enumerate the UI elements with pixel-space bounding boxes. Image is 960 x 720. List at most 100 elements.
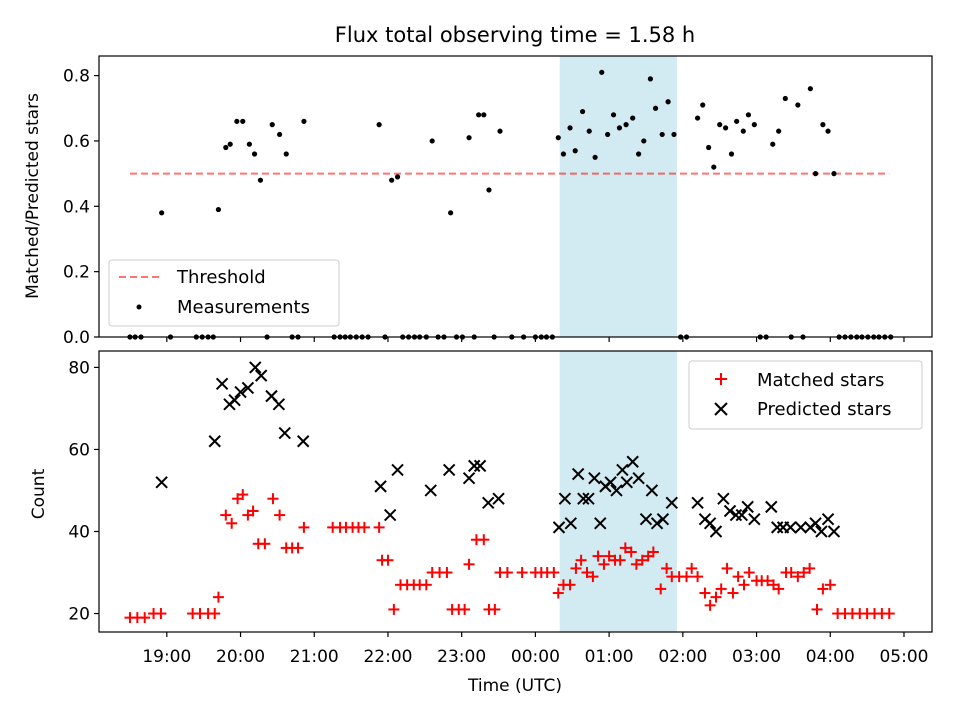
measurement-point [831,171,837,177]
matched-star-point [274,509,286,521]
measurement-point [599,69,605,75]
predicted-star-point [709,525,723,538]
measurement-point [389,177,395,183]
predicted-star-point [717,492,730,505]
predicted-star-mark-b [748,512,761,526]
matched-star-point [715,583,727,595]
measurement-point [246,141,252,147]
predicted-star-point [665,496,678,509]
count-x-tick-label: 19:00 [142,647,191,667]
matched-star-point [382,554,394,566]
predicted-star-point [228,394,241,407]
matched-star-point [773,583,785,595]
predicted-star-point [656,512,670,526]
predicted-star-mark-b [610,484,623,497]
predicted-star-point [827,525,841,538]
predicted-star-point [616,463,629,477]
predicted-star-mark-b [228,394,241,407]
measurement-point [223,144,229,151]
predicted-star-mark-b [632,471,645,485]
matched-star-point [592,550,604,562]
matched-star-point [226,517,238,529]
predicted-star-mark-b [639,512,653,526]
ratio-legend: Threshold Measurements [108,259,340,327]
predicted-star-point [391,463,404,477]
predicted-star-mark-b [215,377,229,391]
measurement-point [820,122,826,128]
measurement-point [429,138,435,144]
measurement-point [251,151,258,157]
predicted-star-mark-b [765,500,778,514]
predicted-star-point [208,435,221,448]
count-x-tick-label: 21:00 [290,647,339,667]
measurement-point [745,112,752,118]
predicted-star-mark-b [272,398,286,411]
legend-predicted-label: Predicted stars [757,399,891,420]
measurement-point [227,141,233,147]
legend-measurements-label: Measurements [177,297,310,318]
predicted-star-mark-b [442,463,456,477]
matched-star-point [598,558,610,570]
measurement-point [257,177,264,183]
predicted-star-point [626,455,639,468]
measurement-point [728,151,735,157]
predicted-star-point [492,492,505,505]
measurement-point [665,99,671,105]
matched-star-point [798,567,810,579]
count-y-tick-label: 60 [68,440,90,460]
predicted-star-point [765,500,778,514]
legend-threshold-label: Threshold [176,267,266,288]
matched-star-point [478,534,490,546]
matched-star-point [811,603,823,615]
predicted-star-mark-b [691,496,704,509]
ratio-axes-frame [98,55,933,338]
matched-star-point [463,558,475,570]
matched-star-point [704,599,716,611]
predicted-star-mark-b [604,476,617,489]
measurement-point [722,125,729,131]
measurement-point [782,95,788,102]
predicted-star-point [462,471,476,485]
predicted-star-mark-b [571,467,585,481]
predicted-star-point [594,517,607,530]
count-axes-frame [98,350,933,633]
measurement-point [770,141,776,147]
matched-star-point [247,505,259,517]
predicted-star-mark-b [577,492,590,505]
matched-star-point [209,608,221,620]
measurement-point [466,135,472,141]
matched-star-point [619,542,631,554]
measurement-point [751,122,757,128]
predicted-star-mark-b [492,492,505,505]
count-y-label: Count [29,468,49,519]
matched-star-point [824,579,836,591]
predicted-star-point [784,521,797,534]
predicted-star-point [770,521,784,534]
predicted-star-point [610,484,623,497]
measurement-point [579,108,586,115]
matched-star-point [259,538,271,550]
matched-star-point [564,579,576,591]
predicted-star-mark-b [770,521,784,534]
predicted-star-mark-b [208,435,221,448]
predicted-star-mark-b [249,361,262,374]
ratio-y-tick-label: 0.8 [63,67,90,87]
measurement-point [740,128,746,134]
count-panel: 20 40 60 80 19:00 20:00 21:00 22:00 23:00 00:00 0… [29,350,933,696]
matched-star-point [738,579,750,591]
count-x-tick-label: 04:00 [806,647,855,667]
predicted-star-point [741,500,754,514]
matched-star-point [587,571,599,583]
matched-star-point [762,575,774,587]
measurement-point [825,128,831,134]
count-x-label: Time (UTC) [467,676,562,696]
predicted-star-point [234,385,247,399]
matched-star-point [743,567,755,579]
measurement-point [555,135,561,141]
measurement-point [700,102,706,108]
matched-star-point [603,550,615,562]
ratio-shaded-span [559,56,677,337]
ratio-y-tick-label: 0.6 [63,132,90,152]
predicted-star-point [632,471,645,485]
matched-star-point [692,571,704,583]
